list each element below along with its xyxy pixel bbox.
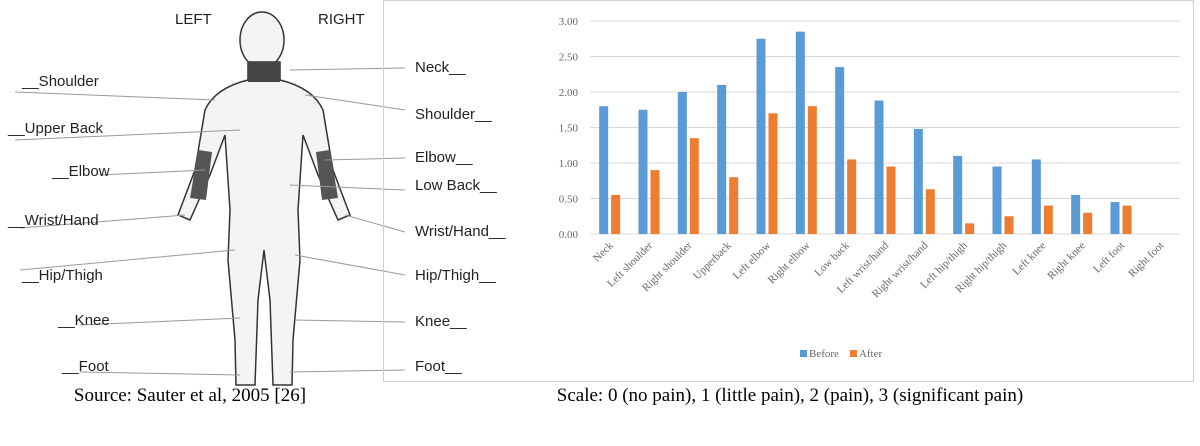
legend-swatch	[850, 350, 857, 357]
body-map: LEFT RIGHT __Shoulder __Upper Back __Elb…	[7, 11, 506, 406]
x-tick-label: Neck	[591, 239, 616, 264]
bar	[953, 156, 962, 234]
right-heading: RIGHT	[318, 11, 365, 28]
bar	[1071, 195, 1080, 234]
bar	[847, 159, 856, 234]
bar	[926, 189, 935, 234]
body-label: __Shoulder	[21, 73, 99, 90]
body-label: __Knee	[57, 312, 110, 329]
bar	[729, 177, 738, 234]
bar	[611, 195, 620, 234]
x-tick-label: Upperback	[691, 239, 734, 282]
bar	[599, 106, 608, 234]
body-label: Low Back__	[415, 177, 497, 194]
bar	[875, 101, 884, 234]
body-label: Hip/Thigh__	[415, 267, 497, 284]
x-tick-label: Right knee	[1045, 240, 1087, 282]
page: LEFT RIGHT __Shoulder __Upper Back __Elb…	[0, 0, 1200, 446]
legend-label: Before	[809, 348, 839, 360]
y-tick-label: 0.00	[559, 229, 579, 241]
bar	[808, 106, 817, 234]
bar	[796, 32, 805, 234]
y-tick-label: 0.50	[559, 194, 579, 206]
body-label: Knee__	[415, 313, 467, 330]
bar	[993, 167, 1002, 234]
bar	[1032, 159, 1041, 234]
bar	[651, 170, 660, 234]
bar	[887, 167, 896, 234]
body-label: Wrist/Hand__	[415, 223, 506, 240]
caption: Scale: 0 (no pain), 1 (little pain), 2 (…	[557, 385, 1023, 406]
bar	[1005, 216, 1014, 234]
bar	[1123, 206, 1132, 234]
chart-frame	[384, 1, 1194, 382]
bar	[914, 129, 923, 234]
body-label: __Elbow	[51, 163, 110, 180]
body-label: __Hip/Thigh	[21, 267, 103, 284]
legend-label: After	[859, 348, 883, 360]
legend-swatch	[800, 350, 807, 357]
y-tick-label: 2.00	[559, 87, 579, 99]
bar	[835, 67, 844, 234]
left-heading: LEFT	[175, 11, 212, 28]
body-label: __Upper Back	[7, 120, 104, 137]
body-label: __Foot	[61, 358, 110, 375]
body-label: __Wrist/Hand	[7, 212, 99, 229]
bar	[965, 223, 974, 234]
bar	[757, 39, 766, 234]
body-label: Foot__	[415, 358, 462, 375]
x-tick-label: Left foot	[1091, 240, 1127, 276]
neck-shade	[248, 62, 280, 82]
bar	[1083, 213, 1092, 234]
bar	[1044, 206, 1053, 234]
bar	[678, 92, 687, 234]
y-tick-label: 3.00	[559, 16, 579, 28]
body-label: Shoulder__	[415, 106, 492, 123]
bar	[717, 85, 726, 234]
x-tick-label: Right foot	[1126, 240, 1166, 280]
bar	[690, 138, 699, 234]
y-tick-label: 2.50	[559, 52, 579, 64]
x-tick-label: Low back	[812, 239, 852, 279]
y-tick-label: 1.00	[559, 158, 579, 170]
x-tick-label: Left knee	[1010, 240, 1048, 278]
bar	[639, 110, 648, 234]
x-tick-label: Right elbow	[766, 240, 813, 287]
caption: Source: Sauter et al, 2005 [26]	[74, 385, 306, 406]
bar	[1111, 202, 1120, 234]
bar	[769, 113, 778, 234]
body-label: Elbow__	[415, 149, 473, 166]
body-label: Neck__	[415, 59, 467, 76]
y-tick-label: 1.50	[559, 123, 579, 135]
